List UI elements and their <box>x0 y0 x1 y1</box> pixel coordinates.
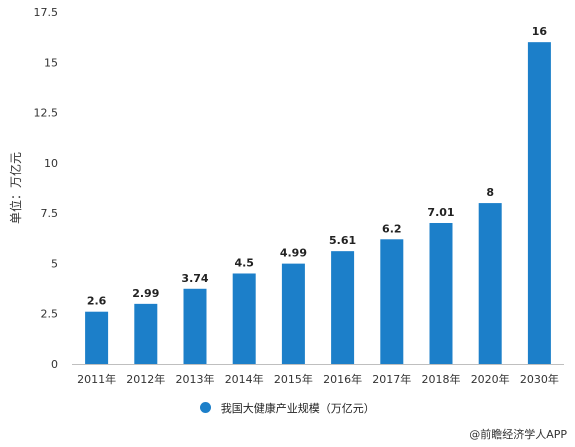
source-watermark: @前瞻经济学人APP <box>469 428 567 441</box>
x-tick-label: 2013年 <box>176 372 215 386</box>
bar <box>331 251 355 364</box>
y-tick-label: 2.5 <box>41 308 59 321</box>
y-tick-label: 10 <box>44 157 58 170</box>
data-label: 8 <box>486 186 494 199</box>
bar <box>527 42 551 365</box>
data-labels: 2.6 2.99 3.74 4.5 4.99 5.61 6.2 7.01 8 16 <box>87 25 548 308</box>
data-label: 16 <box>532 25 548 38</box>
data-label: 4.99 <box>280 247 307 260</box>
data-label: 4.5 <box>234 256 254 269</box>
x-tick-label: 2011年 <box>77 372 116 386</box>
x-tick-label: 2015年 <box>274 372 313 386</box>
y-tick-label: 12.5 <box>34 107 59 120</box>
y-tick-label: 5 <box>51 257 58 270</box>
data-label: 5.61 <box>329 234 356 247</box>
axes: 0 2.5 5 7.5 10 12.5 15 17.5 2011年 2012年 2013年 2014年… <box>34 6 564 386</box>
y-tick-label: 15 <box>44 56 58 69</box>
bar <box>232 273 256 364</box>
y-axis-label: 单位：万亿元 <box>8 152 23 224</box>
legend-marker <box>200 402 212 413</box>
y-tick-label: 17.5 <box>34 6 59 19</box>
x-tick-label: 2016年 <box>323 372 362 386</box>
bar <box>429 222 453 364</box>
data-label: 2.6 <box>87 295 107 308</box>
x-tick-label: 2017年 <box>372 372 411 386</box>
bar <box>134 303 158 364</box>
bar <box>281 263 305 364</box>
x-tick-label: 2014年 <box>225 372 264 386</box>
y-tick-label: 7.5 <box>41 207 59 220</box>
data-label: 3.74 <box>181 272 208 285</box>
y-tick-label: 0 <box>51 358 58 371</box>
x-tick-label: 2012年 <box>126 372 165 386</box>
x-tick-label: 2020年 <box>471 372 510 386</box>
bars <box>85 42 551 365</box>
x-tick-label: 2018年 <box>422 372 461 386</box>
bar <box>85 311 109 364</box>
bar <box>380 239 404 364</box>
bar <box>183 288 207 364</box>
bar <box>478 203 502 364</box>
legend: 我国大健康产业规模（万亿元） <box>0 400 575 416</box>
data-label: 2.99 <box>132 287 159 300</box>
data-label: 7.01 <box>427 206 454 219</box>
data-label: 6.2 <box>382 222 402 235</box>
x-tick-label: 2030年 <box>520 372 559 386</box>
legend-label: 我国大健康产业规模（万亿元） <box>220 402 375 415</box>
